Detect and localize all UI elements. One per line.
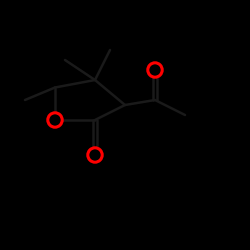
Circle shape <box>91 151 99 159</box>
Circle shape <box>151 66 159 74</box>
Circle shape <box>148 63 162 77</box>
Circle shape <box>88 148 102 162</box>
Circle shape <box>48 113 62 127</box>
Circle shape <box>51 116 59 124</box>
